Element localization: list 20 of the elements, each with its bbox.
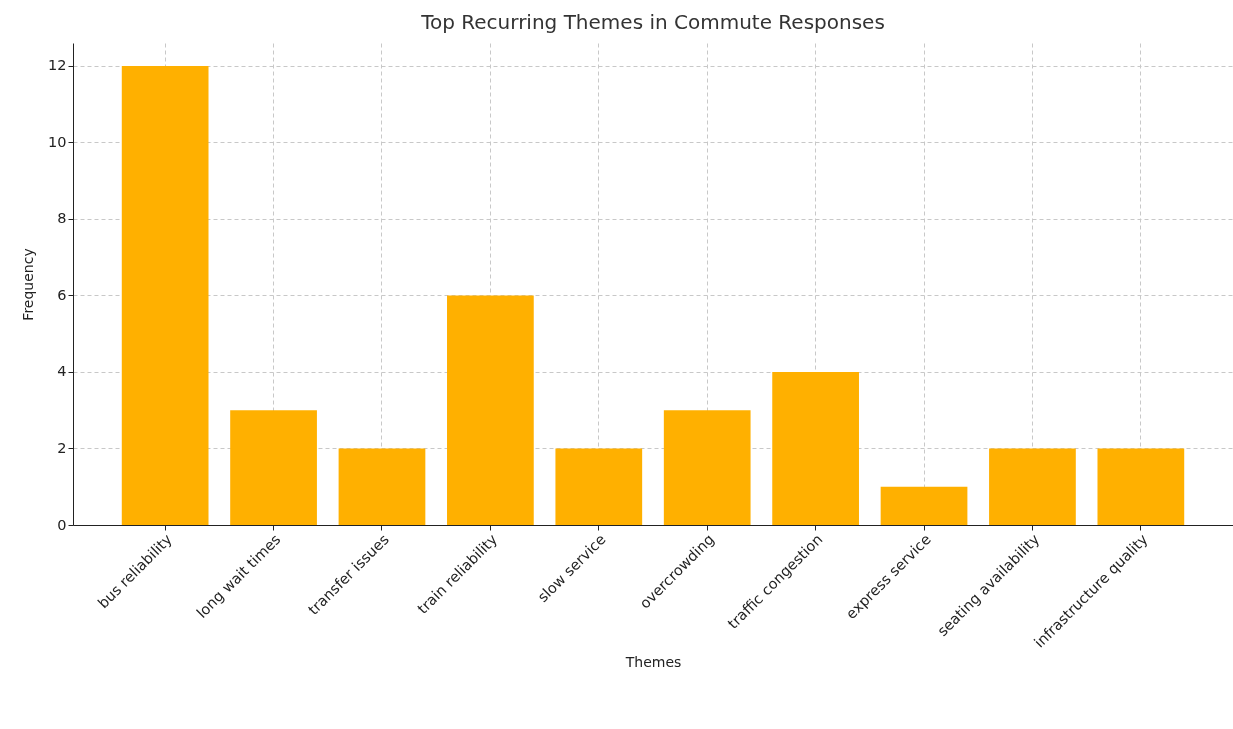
y-tick-label: 4 (57, 363, 67, 380)
y-tick-label: 10 (48, 133, 67, 150)
bar (338, 448, 426, 525)
bar (230, 410, 317, 525)
bar (555, 448, 643, 525)
y-tick-label: 6 (57, 286, 67, 303)
y-tick-label: 12 (48, 57, 67, 74)
bar (772, 371, 859, 525)
bar (447, 295, 534, 525)
bar (880, 486, 968, 525)
chart-title: Top Recurring Themes in Commute Responses (420, 10, 885, 34)
bar (121, 65, 209, 525)
y-axis-title: Frequency (20, 248, 37, 321)
bar (989, 448, 1076, 525)
bar (663, 410, 751, 525)
x-axis-title: Themes (624, 654, 682, 671)
y-tick-label: 0 (57, 516, 67, 533)
bar (1097, 448, 1185, 525)
y-tick-label: 8 (57, 210, 67, 227)
y-tick-label: 2 (57, 439, 67, 456)
